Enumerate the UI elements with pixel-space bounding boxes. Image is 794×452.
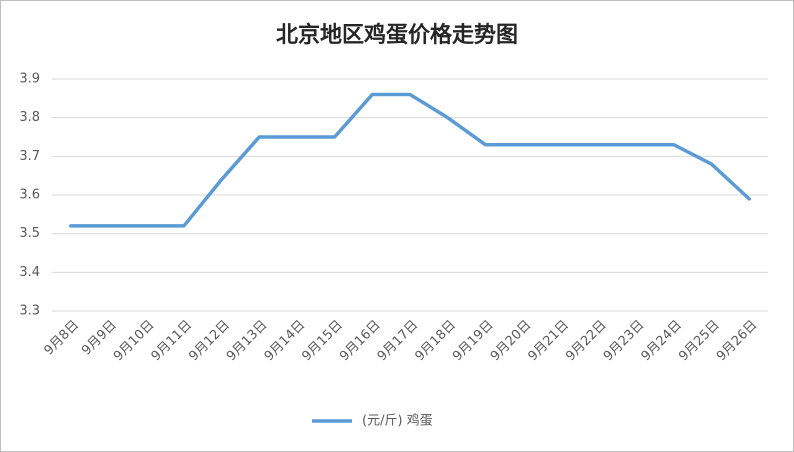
y-tick-label: 3.3 bbox=[19, 304, 40, 319]
y-tick-label: 3.7 bbox=[19, 149, 40, 164]
legend-label: (元/斤) 鸡蛋 bbox=[362, 413, 433, 429]
chart-title: 北京地区鸡蛋价格走势图 bbox=[276, 22, 518, 48]
y-tick-label: 3.8 bbox=[19, 110, 40, 125]
y-tick-label: 3.6 bbox=[19, 188, 40, 203]
y-tick-label: 3.5 bbox=[19, 226, 40, 241]
y-tick-label: 3.9 bbox=[19, 72, 40, 87]
y-tick-label: 3.4 bbox=[19, 265, 40, 280]
data-line bbox=[69, 92, 751, 228]
